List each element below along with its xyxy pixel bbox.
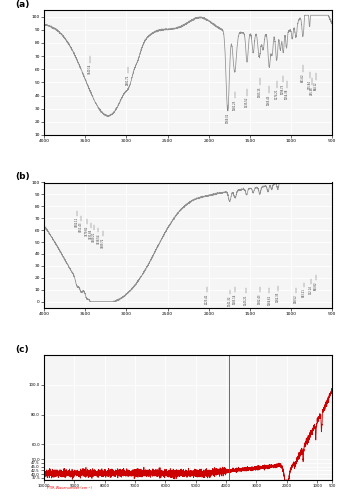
Text: 2023.41: 2023.41 (205, 293, 209, 304)
Text: 3440.14: 3440.14 (88, 64, 92, 74)
Text: 3289.72: 3289.72 (101, 238, 104, 248)
Text: 775.84: 775.84 (307, 80, 312, 88)
Text: FTIR Wavenumber (cm⁻¹): FTIR Wavenumber (cm⁻¹) (47, 486, 92, 490)
Text: 1543.21: 1543.21 (244, 294, 248, 305)
Text: 1264.61: 1264.61 (267, 294, 271, 304)
Text: 1741.32: 1741.32 (228, 296, 232, 306)
Text: 1174.21: 1174.21 (275, 89, 279, 100)
Text: 1265.43: 1265.43 (267, 94, 271, 104)
Text: 1681.23: 1681.23 (233, 100, 237, 110)
Text: 861.62: 861.62 (301, 73, 304, 82)
Text: 3389.21: 3389.21 (92, 232, 96, 241)
Text: (a): (a) (15, 0, 29, 8)
Text: 938.52: 938.52 (294, 294, 298, 303)
Text: 3551.43: 3551.43 (79, 222, 83, 232)
Text: 1535.52: 1535.52 (245, 97, 249, 108)
Text: 1769.32: 1769.32 (226, 112, 230, 123)
Text: 1683.14: 1683.14 (233, 293, 237, 304)
Text: 3431.66: 3431.66 (89, 229, 93, 239)
Text: 693.82: 693.82 (314, 282, 318, 290)
Text: 843.21: 843.21 (302, 288, 306, 298)
Text: 3338.54: 3338.54 (96, 234, 100, 244)
Text: (b): (b) (15, 172, 30, 181)
Text: 2981.72: 2981.72 (126, 74, 130, 85)
Text: 745.36: 745.36 (310, 86, 314, 95)
Text: 694.12: 694.12 (314, 81, 318, 90)
Text: 1054.38: 1054.38 (284, 89, 288, 100)
Text: 1383.15: 1383.15 (258, 86, 262, 97)
Text: (c): (c) (15, 345, 29, 354)
Text: 3479.82: 3479.82 (85, 226, 89, 235)
Text: 762.14: 762.14 (309, 285, 313, 294)
Text: 1098.73: 1098.73 (281, 84, 285, 94)
Text: 1162.35: 1162.35 (276, 292, 280, 302)
Text: 3602.11: 3602.11 (75, 217, 79, 228)
Text: 1382.43: 1382.43 (258, 293, 262, 304)
